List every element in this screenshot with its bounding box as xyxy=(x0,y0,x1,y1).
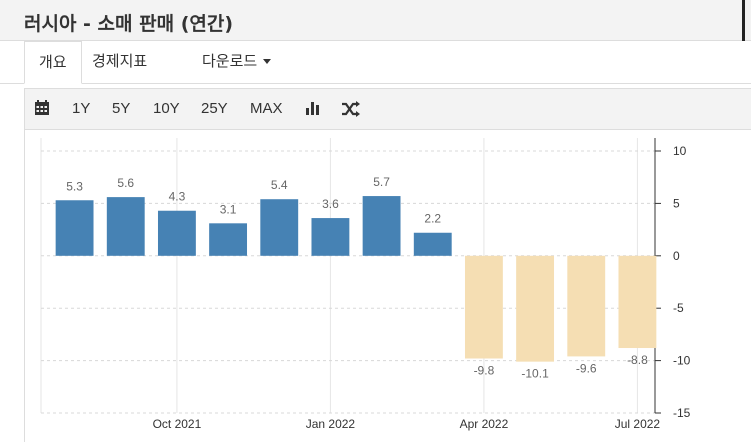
bar xyxy=(55,200,94,256)
bar-value-label: 2.2 xyxy=(424,212,441,226)
bar-value-label: 5.3 xyxy=(66,179,83,193)
range-5y-button[interactable]: 5Y xyxy=(112,100,131,117)
bar xyxy=(362,196,401,256)
bar-chart-icon[interactable] xyxy=(305,89,321,129)
tab-download-label: 다운로드 xyxy=(202,52,258,70)
x-tick-label: Jan 2022 xyxy=(306,417,356,431)
y-tick-label: 0 xyxy=(673,249,680,263)
tab-indicators-label: 경제지표 xyxy=(92,52,148,70)
x-tick-label: Jul 2022 xyxy=(615,417,661,431)
bar xyxy=(516,255,555,362)
bar-value-label: 5.4 xyxy=(271,178,288,192)
bar xyxy=(413,232,452,256)
bar xyxy=(209,223,248,256)
page-title: 러시아 - 소매 판매 (연간) xyxy=(24,13,234,35)
bar xyxy=(311,218,350,256)
bar-value-label: 5.6 xyxy=(117,176,134,190)
y-tick-label: -10 xyxy=(673,354,691,368)
bar-value-label: -9.6 xyxy=(576,361,597,375)
bar-chart: 10 5 0 -5 -10 -15 5.3 5.6 4.3 3.1 5.4 3.6 5.7 2.2 -9.8… xyxy=(40,138,691,431)
bar xyxy=(567,255,606,357)
y-tick-label: -15 xyxy=(673,406,691,420)
chart-area: 10 5 0 -5 -10 -15 5.3 5.6 4.3 3.1 5.4 3.6 5.7 2.2 -9.8… xyxy=(24,130,751,442)
y-tick-label: -5 xyxy=(673,301,684,315)
bar-value-label: 3.1 xyxy=(220,202,237,216)
x-tick-label: Oct 2021 xyxy=(153,417,202,431)
tab-overview-label: 개요 xyxy=(39,53,67,71)
calendar-icon[interactable] xyxy=(34,89,50,129)
tab-download[interactable]: 다운로드 xyxy=(202,41,272,83)
range-10y-button[interactable]: 10Y xyxy=(153,100,180,117)
bar-value-label: 5.7 xyxy=(373,175,390,189)
range-1y-button[interactable]: 1Y xyxy=(72,100,91,117)
shuffle-icon[interactable] xyxy=(341,89,361,129)
bar-value-label: -9.8 xyxy=(474,364,495,378)
title-bar-edge xyxy=(742,0,745,41)
bar xyxy=(260,199,299,256)
bar-value-label: -8.8 xyxy=(627,353,648,367)
bar xyxy=(618,255,657,349)
y-tick-label: 5 xyxy=(673,196,680,210)
y-tick-label: 10 xyxy=(673,144,687,158)
range-25y-button[interactable]: 25Y xyxy=(201,100,228,117)
caret-down-icon xyxy=(263,59,272,64)
tab-overview[interactable]: 개요 xyxy=(24,41,82,84)
x-tick-label: Apr 2022 xyxy=(460,417,509,431)
bar-value-label: 3.6 xyxy=(322,197,339,211)
tab-bar: 개요 경제지표 다운로드 xyxy=(0,41,751,84)
bar xyxy=(464,255,503,359)
bar xyxy=(106,197,145,256)
chart-toolbar: 1Y 5Y 10Y 25Y MAX xyxy=(24,88,751,130)
tab-indicators[interactable]: 경제지표 xyxy=(92,41,147,83)
bar xyxy=(157,210,196,256)
range-max-button[interactable]: MAX xyxy=(250,100,283,117)
bar-value-label: 4.3 xyxy=(169,190,186,204)
title-bar: 러시아 - 소매 판매 (연간) xyxy=(0,0,751,41)
bar-value-label: -10.1 xyxy=(521,367,549,381)
